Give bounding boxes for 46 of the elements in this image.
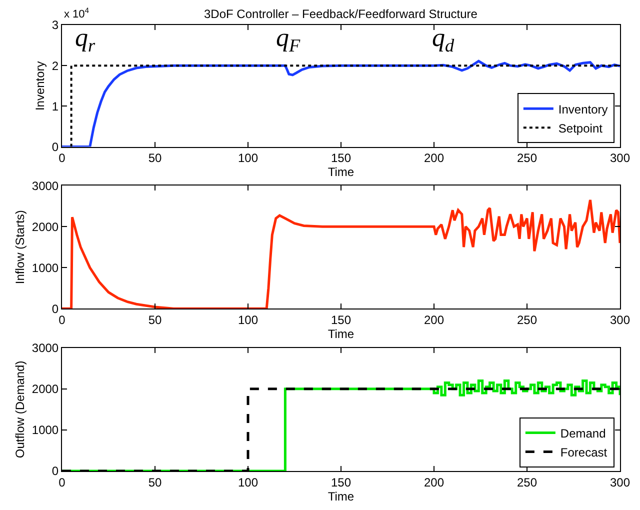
x-tick-label: 200 (424, 475, 444, 490)
y-tick-label: 3 (52, 18, 59, 32)
y-tick-label: 2 (52, 58, 59, 73)
y-tick-label: 0 (52, 302, 59, 316)
legend-label: Demand (560, 426, 606, 440)
legend-label: Inventory (558, 102, 608, 116)
line-series (62, 198, 620, 309)
x-tick-label: 150 (330, 313, 352, 328)
x-axis-title: Time (328, 327, 354, 342)
y-axis-title: Inventory (33, 61, 48, 111)
x-tick-label: 50 (148, 313, 162, 328)
y-tick-label: 0 (52, 464, 59, 478)
x-tick-label: 250 (516, 151, 538, 166)
y-tick-label: 0 (52, 140, 59, 154)
x-tick-label: 100 (238, 475, 258, 490)
annotation: q$_{F}$ (276, 23, 301, 56)
x-tick-label: 300 (610, 313, 630, 328)
x-tick-label: 150 (330, 475, 352, 490)
x-tick-label: 50 (148, 151, 162, 166)
x-tick-label: 300 (610, 475, 630, 490)
x-tick-label: 150 (330, 151, 352, 166)
legend-label: Setpoint (558, 121, 604, 136)
chart-title: 3DoF Controller – Feedback/Feedforward Structure (204, 7, 478, 21)
y-tick-label: 1 (52, 99, 59, 114)
y-tick-label: 2000 (32, 220, 59, 234)
x-tick-label: 100 (238, 313, 258, 328)
x-tick-label: 200 (424, 151, 444, 166)
x-tick-label: 200 (424, 313, 444, 328)
y-tick-label: 1000 (32, 260, 59, 275)
x-tick-label: 250 (516, 475, 538, 490)
legend-label: Forecast (560, 445, 608, 460)
y-axis-title: Inflow (Starts) (13, 210, 28, 284)
x-axis-title: Time (328, 165, 354, 180)
x-axis-title: Time (328, 489, 354, 504)
y-axis-title: Outflow (Demand) (13, 360, 28, 458)
annotation: q$_{d}$ (432, 23, 455, 56)
y-tick-label: 3000 (32, 178, 59, 193)
x-tick-label: 100 (238, 151, 258, 166)
x-tick-label: 250 (516, 313, 538, 328)
x-tick-label: 300 (610, 151, 630, 166)
annotation: q$_{r}$ (75, 23, 96, 56)
text: x 10$^{4}$ (64, 6, 90, 21)
y-tick-label: 1000 (32, 423, 59, 438)
x-tick-label: 50 (148, 475, 162, 490)
y-tick-label: 2000 (32, 382, 59, 396)
y-tick-label: 3000 (32, 341, 59, 356)
